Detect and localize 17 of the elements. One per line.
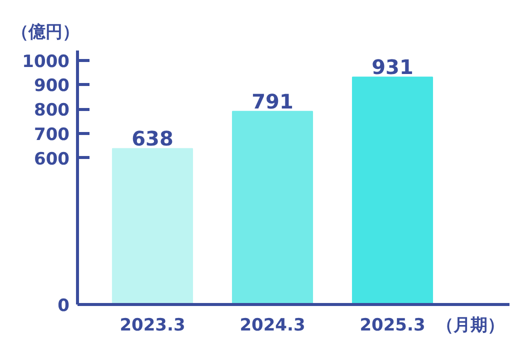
y-tick-label: 0 <box>58 296 70 316</box>
x-tick-label: 2023.3 <box>120 316 186 336</box>
y-tick-label: 600 <box>34 149 70 170</box>
data-label: 931 <box>372 55 414 80</box>
x-tick-label: 2025.3 <box>360 316 426 336</box>
x-axis-title: （月期） <box>436 316 504 336</box>
y-tick-label: 1000 <box>22 52 70 72</box>
y-tick-label: 700 <box>34 125 70 146</box>
y-tick-label: 800 <box>34 100 70 121</box>
data-label: 638 <box>132 126 174 151</box>
y-tick-label: 900 <box>34 76 70 96</box>
data-label: 791 <box>252 89 294 114</box>
x-tick-label: 2024.3 <box>240 316 306 336</box>
bar <box>232 110 314 304</box>
y-axis-title: （億円） <box>12 22 80 42</box>
bar <box>112 148 194 304</box>
bar <box>352 76 434 304</box>
